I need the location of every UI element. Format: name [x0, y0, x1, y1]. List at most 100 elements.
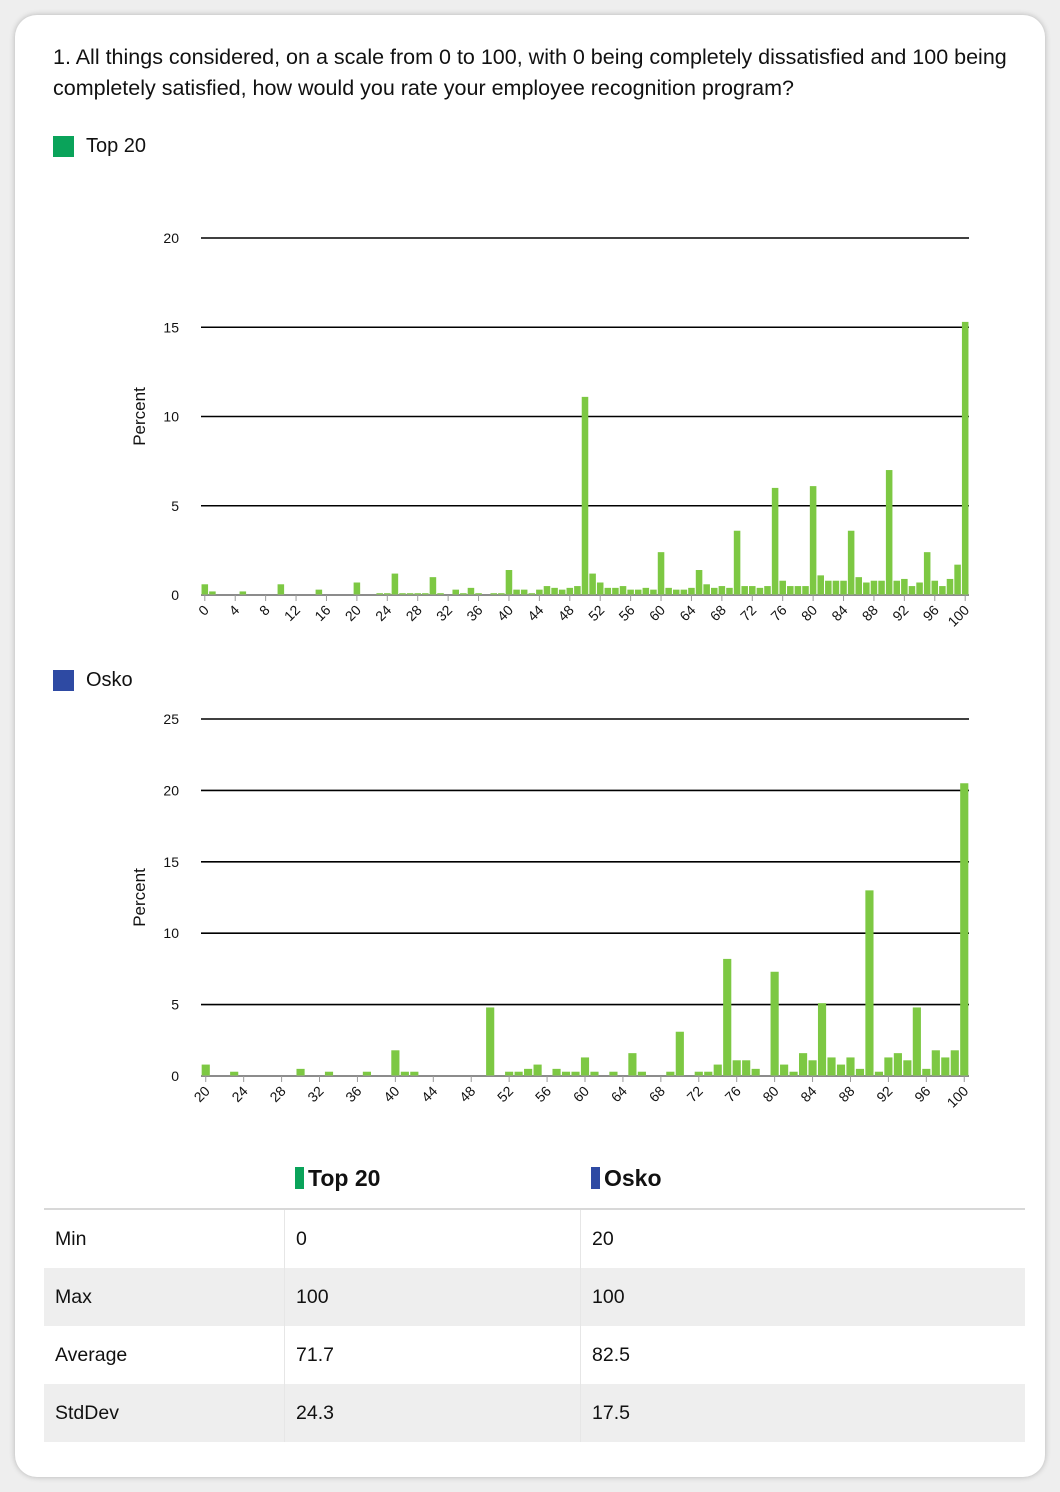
- bar: [794, 586, 802, 595]
- bar: [939, 586, 946, 595]
- bar: [903, 1060, 912, 1076]
- x-tick-label: 44: [418, 1083, 440, 1105]
- bar: [524, 1068, 533, 1076]
- bar: [922, 1068, 931, 1076]
- bar: [561, 1071, 571, 1076]
- bar: [230, 1071, 239, 1076]
- question-text: 1. All things considered, on a scale fro…: [53, 45, 1007, 100]
- bar: [780, 1064, 789, 1076]
- bar: [571, 1071, 580, 1076]
- x-tick-label: 28: [266, 1083, 288, 1105]
- bar: [429, 577, 437, 595]
- stats-label: Average: [55, 1343, 128, 1366]
- stats-header-top20: Top 20: [295, 1163, 380, 1193]
- bar: [741, 586, 748, 595]
- bar: [675, 1031, 684, 1076]
- bar: [384, 593, 391, 595]
- bar: [749, 586, 756, 595]
- stats-label: Max: [44, 1268, 285, 1326]
- bar: [324, 1071, 334, 1076]
- bar: [581, 396, 589, 595]
- x-tick-label: 88: [835, 1083, 857, 1105]
- stats-value-top20: 24.3: [284, 1384, 581, 1442]
- y-axis-label: Percent: [130, 387, 149, 446]
- bar: [950, 1050, 959, 1076]
- bar: [855, 1068, 865, 1076]
- bar: [422, 593, 429, 595]
- y-tick-label: 25: [163, 711, 179, 727]
- bar: [863, 582, 870, 595]
- y-tick-label: 10: [163, 409, 179, 425]
- stats-value-top20: 71.7: [284, 1326, 581, 1384]
- stats-row-max: Max 100 100: [44, 1268, 1025, 1326]
- bar: [637, 1071, 646, 1076]
- x-tick-label: 68: [707, 602, 729, 624]
- x-tick-label: 84: [828, 602, 850, 624]
- bar: [296, 1068, 305, 1076]
- bar: [680, 589, 688, 595]
- x-tick-label: 100: [944, 1083, 972, 1111]
- bar: [923, 552, 931, 595]
- bar: [954, 564, 961, 595]
- x-tick-label: 56: [615, 602, 637, 624]
- bar: [520, 589, 528, 595]
- bar: [376, 593, 383, 595]
- stats-label: StdDev: [44, 1384, 285, 1442]
- bar: [574, 586, 581, 595]
- bar: [941, 1057, 950, 1076]
- bar: [908, 586, 916, 595]
- bar: [742, 1060, 751, 1076]
- legend-swatch-top20: [53, 135, 74, 157]
- bar: [452, 589, 460, 595]
- bar: [756, 587, 764, 595]
- bar: [893, 580, 901, 595]
- bar: [400, 1071, 409, 1076]
- x-tick-label: 32: [433, 602, 455, 624]
- stats-label: Min: [55, 1227, 87, 1250]
- x-tick-label: 48: [456, 1083, 478, 1105]
- bar: [832, 580, 840, 595]
- bar: [798, 1053, 808, 1076]
- x-tick-label: 36: [342, 1083, 364, 1105]
- bar: [770, 971, 779, 1076]
- bar: [513, 589, 520, 595]
- bar: [688, 587, 695, 595]
- y-tick-label: 0: [171, 1068, 179, 1084]
- stats-header-label-top20: Top 20: [308, 1164, 381, 1191]
- bar: [414, 593, 421, 595]
- y-tick-label: 15: [163, 319, 179, 335]
- stats-row-average: Average 71.7 82.5: [44, 1326, 1025, 1384]
- legend-osko: Osko: [53, 668, 133, 692]
- bar: [827, 1057, 836, 1076]
- bar: [596, 582, 604, 595]
- bar: [612, 587, 619, 595]
- bar: [634, 589, 642, 595]
- bar: [201, 1064, 210, 1076]
- bar: [855, 577, 863, 595]
- bar: [916, 582, 923, 595]
- stats-header-osko: Osko: [591, 1163, 662, 1193]
- bar: [475, 593, 482, 595]
- bar: [732, 1060, 741, 1076]
- bar: [315, 589, 323, 595]
- bar: [912, 1007, 921, 1076]
- stats-header-swatch-osko: [591, 1167, 600, 1189]
- y-tick-label: 5: [171, 997, 179, 1013]
- bar: [406, 593, 414, 595]
- x-tick-label: 80: [798, 602, 820, 624]
- bar: [589, 573, 596, 595]
- bar: [498, 593, 505, 595]
- bar: [590, 1071, 599, 1076]
- y-tick-label: 20: [163, 230, 179, 246]
- bar: [870, 580, 878, 595]
- x-tick-label: 52: [494, 1083, 516, 1105]
- bar: [710, 587, 718, 595]
- x-tick-label: 60: [570, 1083, 592, 1105]
- stats-value-top20: 100: [284, 1268, 581, 1326]
- bar: [718, 586, 726, 595]
- x-tick-label: 72: [684, 1083, 706, 1105]
- bar: [619, 586, 627, 595]
- bar: [514, 1071, 523, 1076]
- bar: [642, 587, 650, 595]
